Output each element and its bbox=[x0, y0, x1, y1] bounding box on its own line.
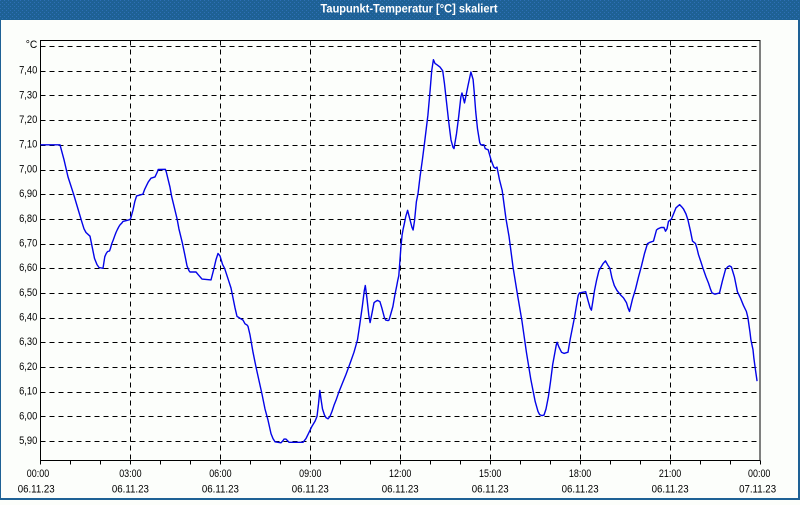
svg-text:18:00: 18:00 bbox=[569, 468, 591, 480]
svg-text:7,40: 7,40 bbox=[19, 65, 37, 77]
svg-text:Taupunkt-Temperatur [°C] skali: Taupunkt-Temperatur [°C] skaliert bbox=[321, 1, 498, 15]
svg-text:7,10: 7,10 bbox=[19, 139, 37, 151]
svg-text:06.11.23: 06.11.23 bbox=[382, 484, 419, 496]
svg-text:06.11.23: 06.11.23 bbox=[472, 484, 509, 496]
svg-text:06.11.23: 06.11.23 bbox=[652, 484, 689, 496]
svg-text:06.11.23: 06.11.23 bbox=[292, 484, 329, 496]
svg-text:5,90: 5,90 bbox=[19, 435, 37, 447]
svg-text:03:00: 03:00 bbox=[119, 468, 141, 480]
svg-text:6,80: 6,80 bbox=[19, 213, 37, 225]
svg-text:00:00: 00:00 bbox=[748, 468, 770, 480]
svg-text:7,00: 7,00 bbox=[19, 163, 37, 175]
svg-text:7,30: 7,30 bbox=[19, 89, 37, 101]
svg-text:06.11.23: 06.11.23 bbox=[18, 484, 55, 496]
svg-text:6,60: 6,60 bbox=[19, 262, 37, 274]
svg-text:06.11.23: 06.11.23 bbox=[562, 484, 599, 496]
svg-text:6,30: 6,30 bbox=[19, 336, 37, 348]
svg-text:06.11.23: 06.11.23 bbox=[112, 484, 149, 496]
svg-text:12:00: 12:00 bbox=[389, 468, 411, 480]
svg-text:°C: °C bbox=[26, 39, 38, 51]
svg-text:06.11.23: 06.11.23 bbox=[202, 484, 239, 496]
svg-text:6,90: 6,90 bbox=[19, 188, 37, 200]
svg-text:07.11.23: 07.11.23 bbox=[739, 484, 776, 496]
svg-text:6,10: 6,10 bbox=[19, 386, 37, 398]
svg-text:15:00: 15:00 bbox=[479, 468, 501, 480]
svg-text:06:00: 06:00 bbox=[209, 468, 231, 480]
svg-text:09:00: 09:00 bbox=[299, 468, 321, 480]
svg-text:21:00: 21:00 bbox=[659, 468, 681, 480]
svg-text:6,50: 6,50 bbox=[19, 287, 37, 299]
svg-text:6,40: 6,40 bbox=[19, 312, 37, 324]
svg-text:6,70: 6,70 bbox=[19, 238, 37, 250]
svg-text:6,00: 6,00 bbox=[19, 410, 37, 422]
svg-text:6,20: 6,20 bbox=[19, 361, 37, 373]
svg-text:00:00: 00:00 bbox=[27, 468, 49, 480]
svg-text:7,20: 7,20 bbox=[19, 114, 37, 126]
